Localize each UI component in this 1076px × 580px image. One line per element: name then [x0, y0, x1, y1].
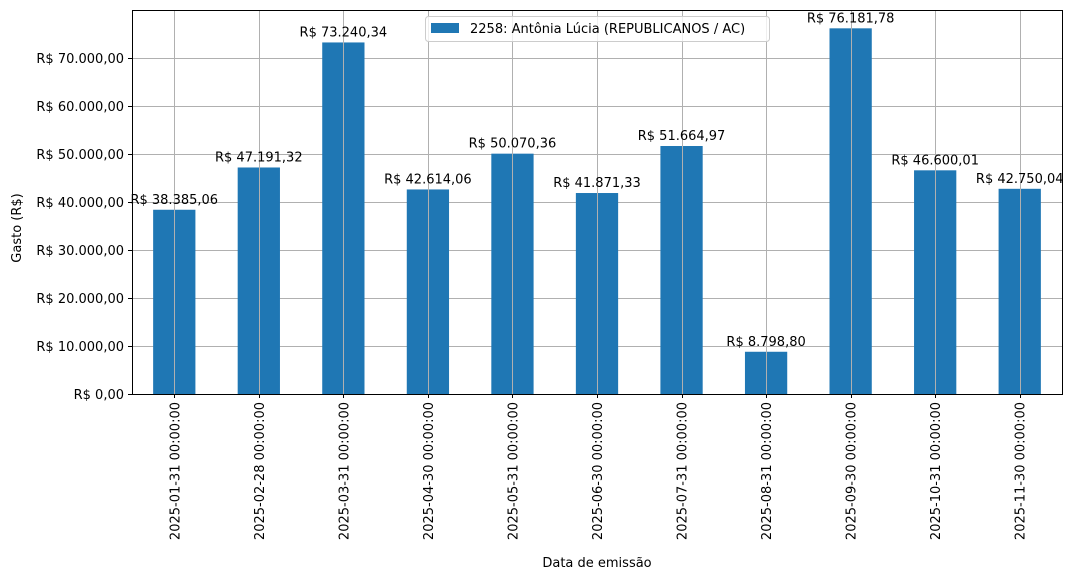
bar-value-label: R$ 42.614,06 — [384, 172, 472, 187]
x-tick-label: 2025-03-31 00:00:00 — [337, 402, 352, 540]
bar — [660, 146, 703, 394]
x-tick-label: 2025-11-30 00:00:00 — [1014, 402, 1029, 540]
bar-value-labels: R$ 38.385,06 R$ 47.191,32 R$ 73.240,34 R$ 4… — [130, 11, 1063, 349]
bar-value-label: R$ 46.600,01 — [891, 153, 979, 168]
y-tick-label: R$ 60.000,00 — [36, 100, 124, 115]
y-tick-label: R$ 70.000,00 — [36, 52, 124, 67]
y-tick-label: R$ 50.000,00 — [36, 148, 124, 163]
x-tick-label: 2025-01-31 00:00:00 — [168, 402, 183, 540]
legend-label: 2258: Antônia Lúcia (REPUBLICANOS / AC) — [470, 22, 745, 37]
y-tick-label: R$ 0,00 — [74, 388, 124, 403]
x-tick-label: 2025-08-31 00:00:00 — [760, 402, 775, 540]
bar-value-label: R$ 42.750,04 — [976, 172, 1064, 187]
bar-value-label: R$ 50.070,36 — [469, 137, 557, 152]
bar — [237, 167, 280, 394]
x-tick-label: 2025-09-30 00:00:00 — [845, 402, 860, 540]
x-tick-label: 2025-05-31 00:00:00 — [506, 402, 521, 540]
legend-box — [425, 16, 770, 42]
bar-value-label: R$ 47.191,32 — [215, 150, 303, 165]
y-axis-title: Gasto (R$) — [10, 193, 25, 262]
x-tick-label: 2025-02-28 00:00:00 — [253, 402, 268, 540]
y-tick-label: R$ 40.000,00 — [36, 196, 124, 211]
legend-swatch — [431, 23, 459, 33]
x-tick-label: 2025-04-30 00:00:00 — [422, 402, 437, 540]
bar — [829, 28, 872, 395]
bar — [998, 188, 1041, 394]
y-axis-ticks: R$ 0,00 R$ 10.000,00 R$ 20.000,00 R$ 30.000… — [36, 52, 132, 403]
bar-value-label: R$ 76.181,78 — [807, 11, 895, 26]
bar-value-label: R$ 51.664,97 — [638, 129, 726, 144]
x-tick-label: 2025-06-30 00:00:00 — [591, 402, 606, 540]
x-tick-label: 2025-10-31 00:00:00 — [929, 402, 944, 540]
y-tick-label: R$ 30.000,00 — [36, 244, 124, 259]
y-tick-label: R$ 20.000,00 — [36, 292, 124, 307]
x-tick-label: 2025-07-31 00:00:00 — [676, 402, 691, 540]
y-tick-label: R$ 10.000,00 — [36, 340, 124, 355]
x-axis-title: Data de emissão — [542, 556, 651, 571]
bar — [406, 189, 450, 394]
x-axis-ticks: 2025-01-31 00:00:00 2025-02-28 00:00:00 20… — [168, 394, 1029, 540]
legend: 2258: Antônia Lúcia (REPUBLICANOS / AC) — [425, 16, 770, 42]
bar-value-label: R$ 41.871,33 — [553, 176, 641, 191]
bar-value-label: R$ 8.798,80 — [726, 335, 805, 350]
bar-value-label: R$ 38.385,06 — [130, 193, 218, 208]
bar-value-label: R$ 73.240,34 — [300, 25, 388, 40]
